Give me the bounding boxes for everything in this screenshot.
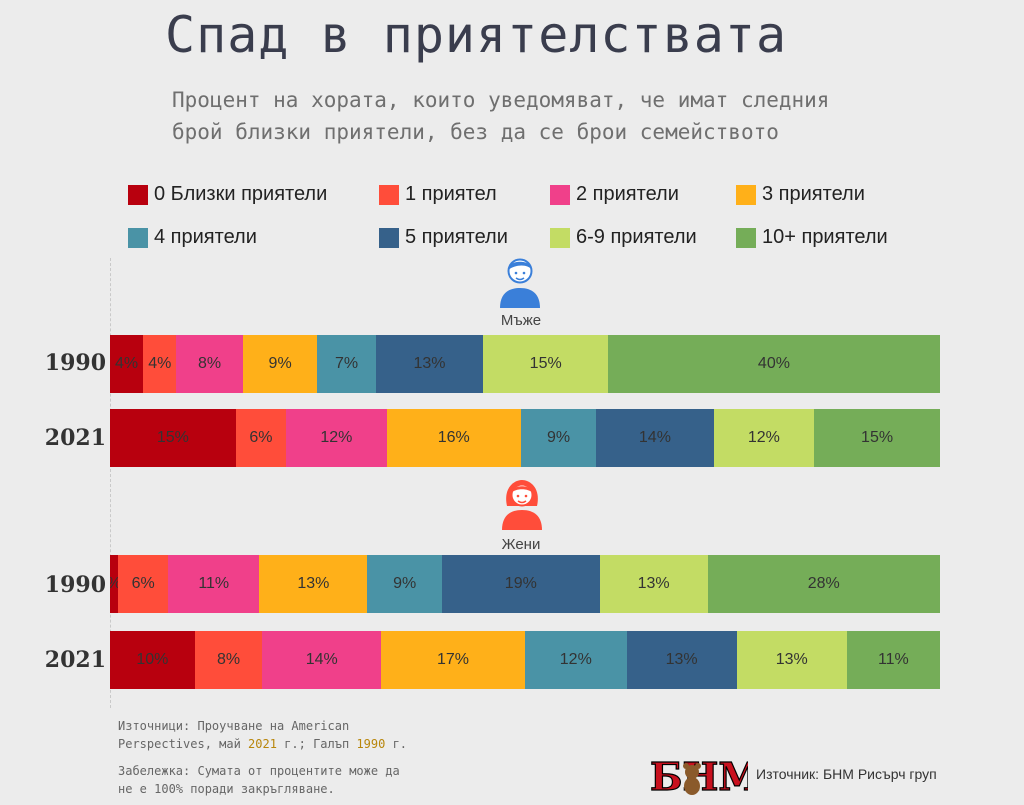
row-label-women-2021: 2021 <box>44 647 106 673</box>
woman-icon <box>502 480 542 530</box>
legend-swatch <box>736 184 756 205</box>
legend-item: 1 приятел <box>379 183 497 206</box>
bar-segment: 14% <box>596 409 714 467</box>
bar-segment: 8% <box>194 631 263 689</box>
bar-segment: 9% <box>242 335 318 393</box>
bar-segment: 14% <box>262 631 381 689</box>
bar-segment: 13% <box>599 555 708 613</box>
bar-segment: 12% <box>524 631 627 689</box>
legend-label: 4 приятели <box>154 226 257 248</box>
legend-swatch <box>550 227 570 248</box>
legend-item: 4 приятели <box>128 226 257 249</box>
legend-label: 2 приятели <box>576 183 679 205</box>
axis-line <box>110 258 111 708</box>
credit-text: Източник: БНМ Рисърч груп <box>756 766 937 782</box>
bar-segment: 11% <box>168 555 260 613</box>
bar-segment: 8% <box>176 335 243 393</box>
bar-men-2021: 15% 6% 12% 16% 9% 14% 12% 15% <box>110 409 940 467</box>
bnm-logo: БНМ <box>649 753 748 798</box>
note-text: Забележка: Сумата от процентите може да … <box>118 764 400 796</box>
legend-swatch <box>379 227 399 248</box>
women-label: Жени <box>501 536 541 553</box>
legend-label: 3 приятели <box>762 183 865 205</box>
bar-segment: 12% <box>286 409 387 467</box>
bar-segment: 4% <box>110 335 144 393</box>
bar-men-1990: 4% 4% 8% 9% 7% 13% 15% 40% <box>110 335 940 393</box>
bar-segment: 7% <box>317 335 376 393</box>
bar-segment: 15% <box>110 409 236 467</box>
bar-segment: 40% <box>607 335 940 393</box>
legend-swatch <box>550 184 570 205</box>
legend-label: 5 приятели <box>405 226 508 248</box>
bar-segment: 12% <box>713 409 815 467</box>
row-label-men-2021: 2021 <box>44 425 106 451</box>
chart-subtitle: Процент на хората, които уведомяват, че … <box>172 88 830 144</box>
legend: 0 Близки приятели 1 приятел 2 приятели 3 пр… <box>128 183 928 273</box>
legend-item: 3 приятели <box>736 183 865 206</box>
bar-segment: % <box>110 555 119 613</box>
man-icon <box>500 258 540 308</box>
row-label-men-1990: 1990 <box>44 350 106 376</box>
legend-label: 6-9 приятели <box>576 226 697 248</box>
sources-text: Източници: Проучване на American Perspec… <box>118 719 408 751</box>
bar-segment: 10% <box>110 631 195 689</box>
legend-label: 0 Близки приятели <box>154 183 328 205</box>
legend-item: 2 приятели <box>550 183 679 206</box>
legend-item: 0 Близки приятели <box>128 183 327 206</box>
men-label: Мъже <box>500 312 542 329</box>
bar-segment: 16% <box>386 409 521 467</box>
bar-segment: 9% <box>367 555 442 613</box>
legend-label: 1 приятел <box>405 183 497 205</box>
logo-text: БНМ <box>650 754 748 798</box>
row-label-women-1990: 1990 <box>44 572 106 598</box>
bar-segment: 6% <box>118 555 169 613</box>
bar-segment: 19% <box>441 555 600 613</box>
bar-segment: 15% <box>483 335 608 393</box>
bar-segment: 9% <box>520 409 597 467</box>
legend-item: 10+ приятели <box>736 226 888 249</box>
legend-swatch <box>128 184 148 205</box>
bar-segment: 11% <box>846 631 940 689</box>
legend-swatch <box>736 227 756 248</box>
bar-segment: 28% <box>707 555 940 613</box>
legend-item: 6-9 приятели <box>550 226 697 249</box>
bar-segment: 6% <box>235 409 287 467</box>
bar-segment: 17% <box>381 631 525 689</box>
bar-segment: 13% <box>375 335 484 393</box>
bar-segment: 13% <box>626 631 737 689</box>
bear-icon <box>685 765 699 779</box>
chart-title: Спад в приятелствата <box>165 6 788 64</box>
legend-swatch <box>128 227 148 248</box>
bar-segment: 4% <box>143 335 177 393</box>
legend-label: 10+ приятели <box>762 226 888 248</box>
legend-swatch <box>379 184 399 205</box>
bar-women-1990: %6%11%13%9%19%13%28% <box>110 555 940 613</box>
bar-segment: 13% <box>736 631 847 689</box>
legend-item: 5 приятели <box>379 226 508 249</box>
bar-segment: 13% <box>259 555 368 613</box>
bar-segment: 15% <box>814 409 940 467</box>
bar-women-2021: 10% 8% 14% 17% 12% 13% 13% 11% <box>110 631 940 689</box>
